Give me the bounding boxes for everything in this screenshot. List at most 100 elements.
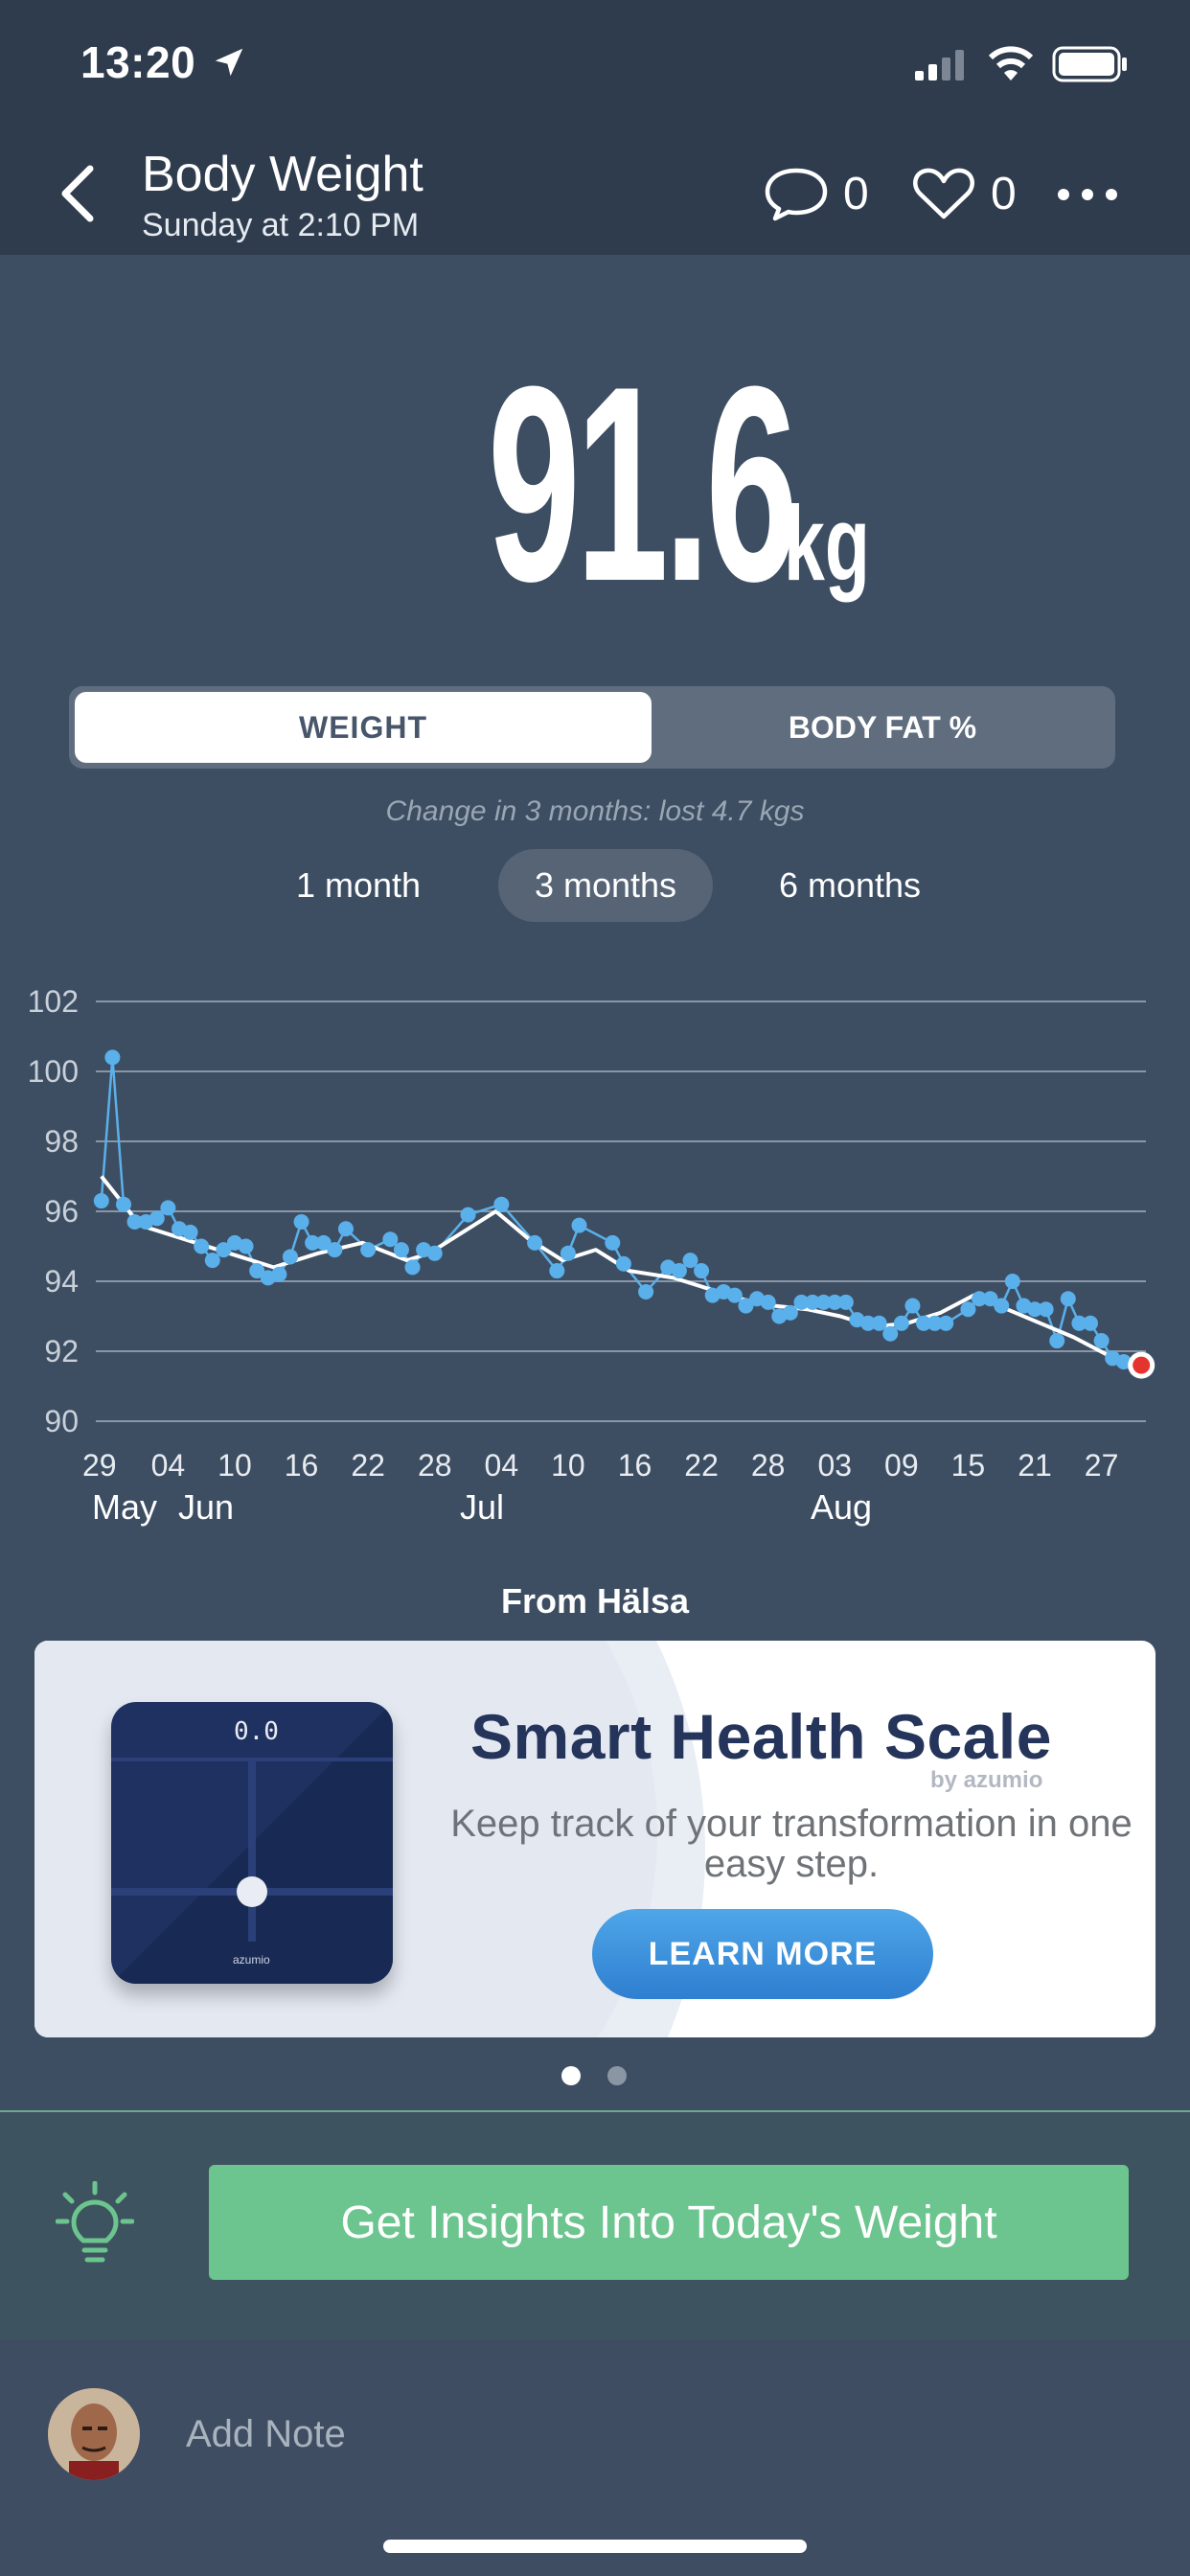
range-1-month[interactable]: 1 month: [295, 865, 422, 905]
x-tick-label: 22: [351, 1448, 385, 1483]
data-point: [216, 1242, 232, 1258]
back-button[interactable]: [48, 155, 115, 232]
chevron-left-icon: [61, 165, 94, 222]
data-point: [916, 1315, 932, 1331]
tab-weight[interactable]: WEIGHT: [75, 692, 652, 763]
x-tick-label: 22: [684, 1448, 719, 1483]
add-note-field[interactable]: Add Note: [186, 2413, 346, 2455]
data-point: [793, 1294, 810, 1310]
carousel-dot[interactable]: [607, 2066, 627, 2085]
data-point: [982, 1291, 998, 1307]
like-button[interactable]: 0: [910, 155, 1017, 232]
promo-card[interactable]: 0.0 azumio Smart Health Scale by azumio …: [34, 1641, 1156, 2037]
x-tick-label: 10: [551, 1448, 585, 1483]
data-point: [805, 1294, 821, 1310]
data-point: [871, 1315, 887, 1331]
month-label: Jul: [460, 1487, 504, 1527]
page-title: Body Weight: [142, 147, 423, 202]
x-tick-label: 28: [418, 1448, 452, 1483]
more-icon: [1058, 189, 1117, 200]
carousel-pagination: [0, 2066, 1190, 2085]
avatar: [48, 2388, 140, 2480]
data-point: [1071, 1315, 1087, 1331]
data-point: [938, 1315, 954, 1331]
data-point: [115, 1196, 131, 1212]
smart-scale-image: 0.0 azumio: [111, 1702, 393, 1984]
data-point: [249, 1263, 265, 1279]
carousel-dot-active[interactable]: [561, 2066, 581, 2085]
data-point: [315, 1234, 332, 1251]
data-point: [160, 1200, 176, 1216]
promo-brand: by azumio: [930, 1767, 1043, 1793]
weight-value: 91.6: [487, 329, 798, 639]
data-point: [1093, 1333, 1110, 1349]
month-label: Aug: [811, 1487, 872, 1527]
x-tick-label: 03: [817, 1448, 852, 1483]
y-tick-label: 98: [44, 1124, 79, 1159]
data-point: [337, 1221, 354, 1237]
learn-more-button[interactable]: LEARN MORE: [592, 1909, 933, 1999]
data-point: [393, 1242, 409, 1258]
range-3-months[interactable]: 3 months: [498, 849, 713, 922]
data-point: [904, 1298, 921, 1314]
x-tick-label: 28: [751, 1448, 786, 1483]
data-point: [1038, 1301, 1054, 1318]
data-point: [760, 1294, 776, 1310]
range-selector: 1 month 3 months 6 months: [0, 849, 1190, 922]
change-summary: Change in 3 months: lost 4.7 kgs: [385, 795, 805, 827]
x-tick-label: 16: [618, 1448, 652, 1483]
data-point: [1083, 1315, 1099, 1331]
data-point: [994, 1298, 1010, 1314]
data-point: [293, 1213, 309, 1230]
status-bar: 13:20: [0, 0, 1190, 134]
data-point: [738, 1298, 754, 1314]
data-point: [204, 1253, 220, 1269]
battery-icon: [1052, 46, 1127, 82]
data-point: [149, 1210, 165, 1227]
data-point: [360, 1242, 377, 1258]
data-point: [815, 1294, 832, 1310]
comment-count: 0: [843, 168, 869, 219]
scale-illustration: [111, 1702, 393, 1984]
data-point: [382, 1231, 399, 1248]
data-point: [837, 1294, 854, 1310]
x-tick-label: 16: [285, 1448, 319, 1483]
x-tick-label: 15: [951, 1448, 986, 1483]
promo-description: Keep track of your transformation in one…: [450, 1803, 1133, 1885]
data-point: [93, 1193, 109, 1209]
note-area[interactable]: Add Note: [0, 2340, 1190, 2576]
wifi-icon: [988, 46, 1034, 80]
data-point: [560, 1245, 576, 1261]
promo-source-label: From Hälsa: [500, 1581, 690, 1621]
range-6-months[interactable]: 6 months: [778, 865, 922, 905]
y-tick-label: 92: [44, 1334, 79, 1368]
data-point: [327, 1242, 343, 1258]
latest-point: [1133, 1356, 1151, 1374]
more-options-button[interactable]: [1054, 161, 1121, 228]
data-point: [726, 1287, 743, 1303]
weight-reading: 91.6kg: [0, 345, 1190, 623]
x-tick-label: 04: [151, 1448, 186, 1483]
y-tick-label: 90: [44, 1404, 79, 1438]
data-point: [927, 1315, 943, 1331]
data-point: [615, 1255, 631, 1272]
data-point: [1004, 1274, 1020, 1289]
comment-button[interactable]: 0: [763, 155, 869, 232]
heart-icon: [913, 168, 974, 219]
metric-segmented-control: WEIGHT BODY FAT %: [69, 686, 1115, 769]
status-time: 13:20: [80, 37, 196, 87]
nav-bar: Body Weight Sunday at 2:10 PM 0 0: [0, 134, 1190, 255]
data-point: [194, 1238, 210, 1254]
y-tick-label: 102: [28, 984, 79, 1019]
data-point: [282, 1249, 298, 1265]
location-arrow-icon: [215, 48, 243, 77]
insights-bar: Get Insights Into Today's Weight: [0, 2110, 1190, 2342]
x-tick-label: 21: [1018, 1448, 1052, 1483]
x-tick-label: 29: [82, 1448, 117, 1483]
scale-display: 0.0: [234, 1717, 279, 1746]
tab-body-fat[interactable]: BODY FAT %: [788, 709, 977, 745]
data-point: [404, 1259, 421, 1276]
x-tick-label: 10: [217, 1448, 252, 1483]
get-insights-button[interactable]: Get Insights Into Today's Weight: [209, 2165, 1129, 2280]
